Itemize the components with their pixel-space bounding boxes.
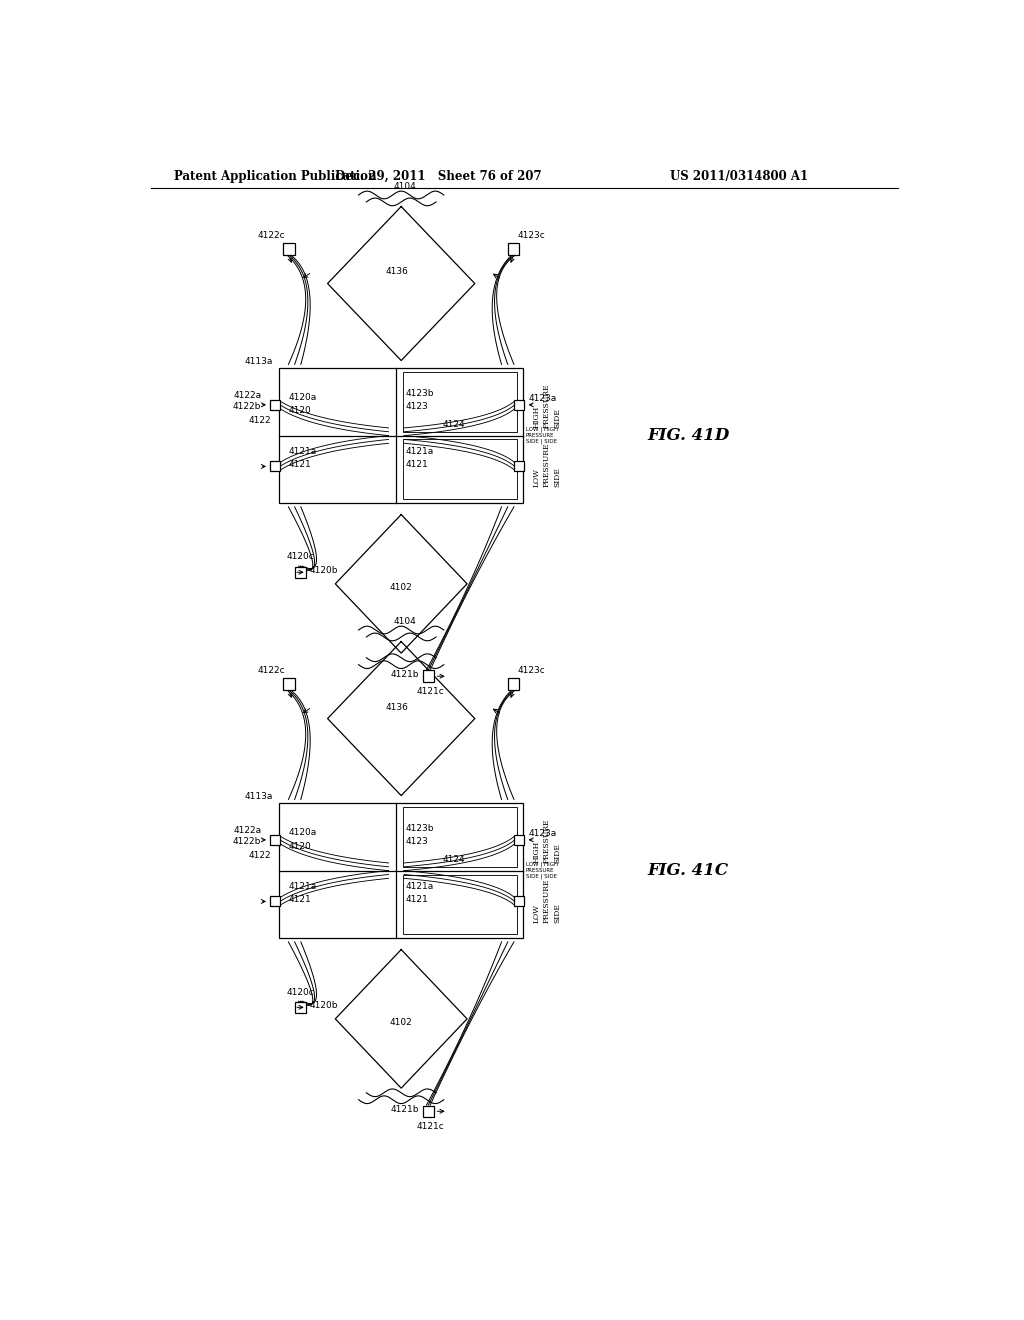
Text: 4120c: 4120c xyxy=(287,987,314,997)
Bar xyxy=(423,671,434,682)
Bar xyxy=(514,834,524,845)
Bar xyxy=(295,566,306,578)
Text: 4120: 4120 xyxy=(289,407,311,416)
Text: LOW | HIGH
PRESSURE
SIDE | SIDE: LOW | HIGH PRESSURE SIDE | SIDE xyxy=(525,426,558,445)
Text: 4122: 4122 xyxy=(249,416,271,425)
Text: 4136: 4136 xyxy=(386,268,409,276)
Text: LOW
PRESSURE
SIDE: LOW PRESSURE SIDE xyxy=(532,878,561,923)
Text: 4123a: 4123a xyxy=(528,395,557,403)
Text: Dec. 29, 2011   Sheet 76 of 207: Dec. 29, 2011 Sheet 76 of 207 xyxy=(335,169,542,182)
Bar xyxy=(514,400,524,409)
Bar xyxy=(283,243,295,255)
Text: 4123c: 4123c xyxy=(517,231,545,240)
Bar xyxy=(270,896,281,907)
Text: 4122: 4122 xyxy=(249,851,271,861)
Bar xyxy=(270,834,281,845)
Bar xyxy=(508,678,519,689)
Bar xyxy=(514,896,524,907)
Bar xyxy=(402,440,517,499)
Text: 4121: 4121 xyxy=(289,895,311,904)
Bar xyxy=(508,243,519,255)
Text: 4121: 4121 xyxy=(406,895,428,904)
Text: 4121: 4121 xyxy=(406,461,428,470)
Bar xyxy=(270,462,281,471)
Text: 4121a: 4121a xyxy=(406,882,434,891)
Text: 4104: 4104 xyxy=(393,182,417,191)
Text: 4120: 4120 xyxy=(289,842,311,850)
Text: 4120a: 4120a xyxy=(289,392,316,401)
Bar xyxy=(280,804,523,939)
Bar xyxy=(402,807,517,867)
Text: US 2011/0314800 A1: US 2011/0314800 A1 xyxy=(671,169,809,182)
Bar xyxy=(280,368,523,503)
Text: 4123: 4123 xyxy=(406,837,428,846)
Text: 4113a: 4113a xyxy=(245,792,273,801)
Text: 4122b: 4122b xyxy=(232,401,261,411)
Text: 4120b: 4120b xyxy=(309,1002,338,1010)
Text: 4123a: 4123a xyxy=(528,829,557,838)
Text: 4122c: 4122c xyxy=(257,665,285,675)
Text: 4121a: 4121a xyxy=(289,446,316,455)
Text: 4122a: 4122a xyxy=(233,391,261,400)
Text: HIGH
PRESSURE
SIDE: HIGH PRESSURE SIDE xyxy=(532,384,561,428)
Text: 4120c: 4120c xyxy=(287,553,314,561)
Text: LOW | HIGH
PRESSURE
SIDE | SIDE: LOW | HIGH PRESSURE SIDE | SIDE xyxy=(525,862,558,879)
Text: 4104: 4104 xyxy=(393,618,417,626)
Text: HIGH
PRESSURE
SIDE: HIGH PRESSURE SIDE xyxy=(532,818,561,863)
Text: 4122c: 4122c xyxy=(257,231,285,240)
Text: 4121c: 4121c xyxy=(417,686,444,696)
Text: 4121: 4121 xyxy=(289,461,311,470)
Text: Patent Application Publication: Patent Application Publication xyxy=(174,169,377,182)
Text: 4123b: 4123b xyxy=(406,824,434,833)
Text: 4121b: 4121b xyxy=(390,671,419,680)
Bar xyxy=(295,1002,306,1014)
Bar xyxy=(402,875,517,935)
Text: 4102: 4102 xyxy=(390,1018,413,1027)
Text: 4121c: 4121c xyxy=(417,1122,444,1131)
Text: 4121a: 4121a xyxy=(289,882,316,891)
Bar xyxy=(270,400,281,409)
Text: 4120a: 4120a xyxy=(289,828,316,837)
Bar xyxy=(283,678,295,689)
Text: 4124: 4124 xyxy=(442,854,466,863)
Text: 4136: 4136 xyxy=(386,702,409,711)
Text: 4123b: 4123b xyxy=(406,389,434,397)
Text: 4123c: 4123c xyxy=(517,665,545,675)
Text: 4120b: 4120b xyxy=(309,566,338,576)
Text: 4102: 4102 xyxy=(390,583,413,593)
Bar xyxy=(423,1106,434,1117)
Text: 4123: 4123 xyxy=(406,401,428,411)
Text: 4122a: 4122a xyxy=(233,826,261,836)
Bar xyxy=(402,372,517,432)
Text: 4113a: 4113a xyxy=(245,356,273,366)
Text: 4124: 4124 xyxy=(442,420,466,429)
Text: 4121b: 4121b xyxy=(390,1105,419,1114)
Text: FIG. 41D: FIG. 41D xyxy=(647,428,729,444)
Bar xyxy=(514,462,524,471)
Text: LOW
PRESSURE
SIDE: LOW PRESSURE SIDE xyxy=(532,444,561,487)
Text: 4121a: 4121a xyxy=(406,446,434,455)
Text: 4122b: 4122b xyxy=(232,837,261,846)
Text: FIG. 41C: FIG. 41C xyxy=(647,862,728,879)
